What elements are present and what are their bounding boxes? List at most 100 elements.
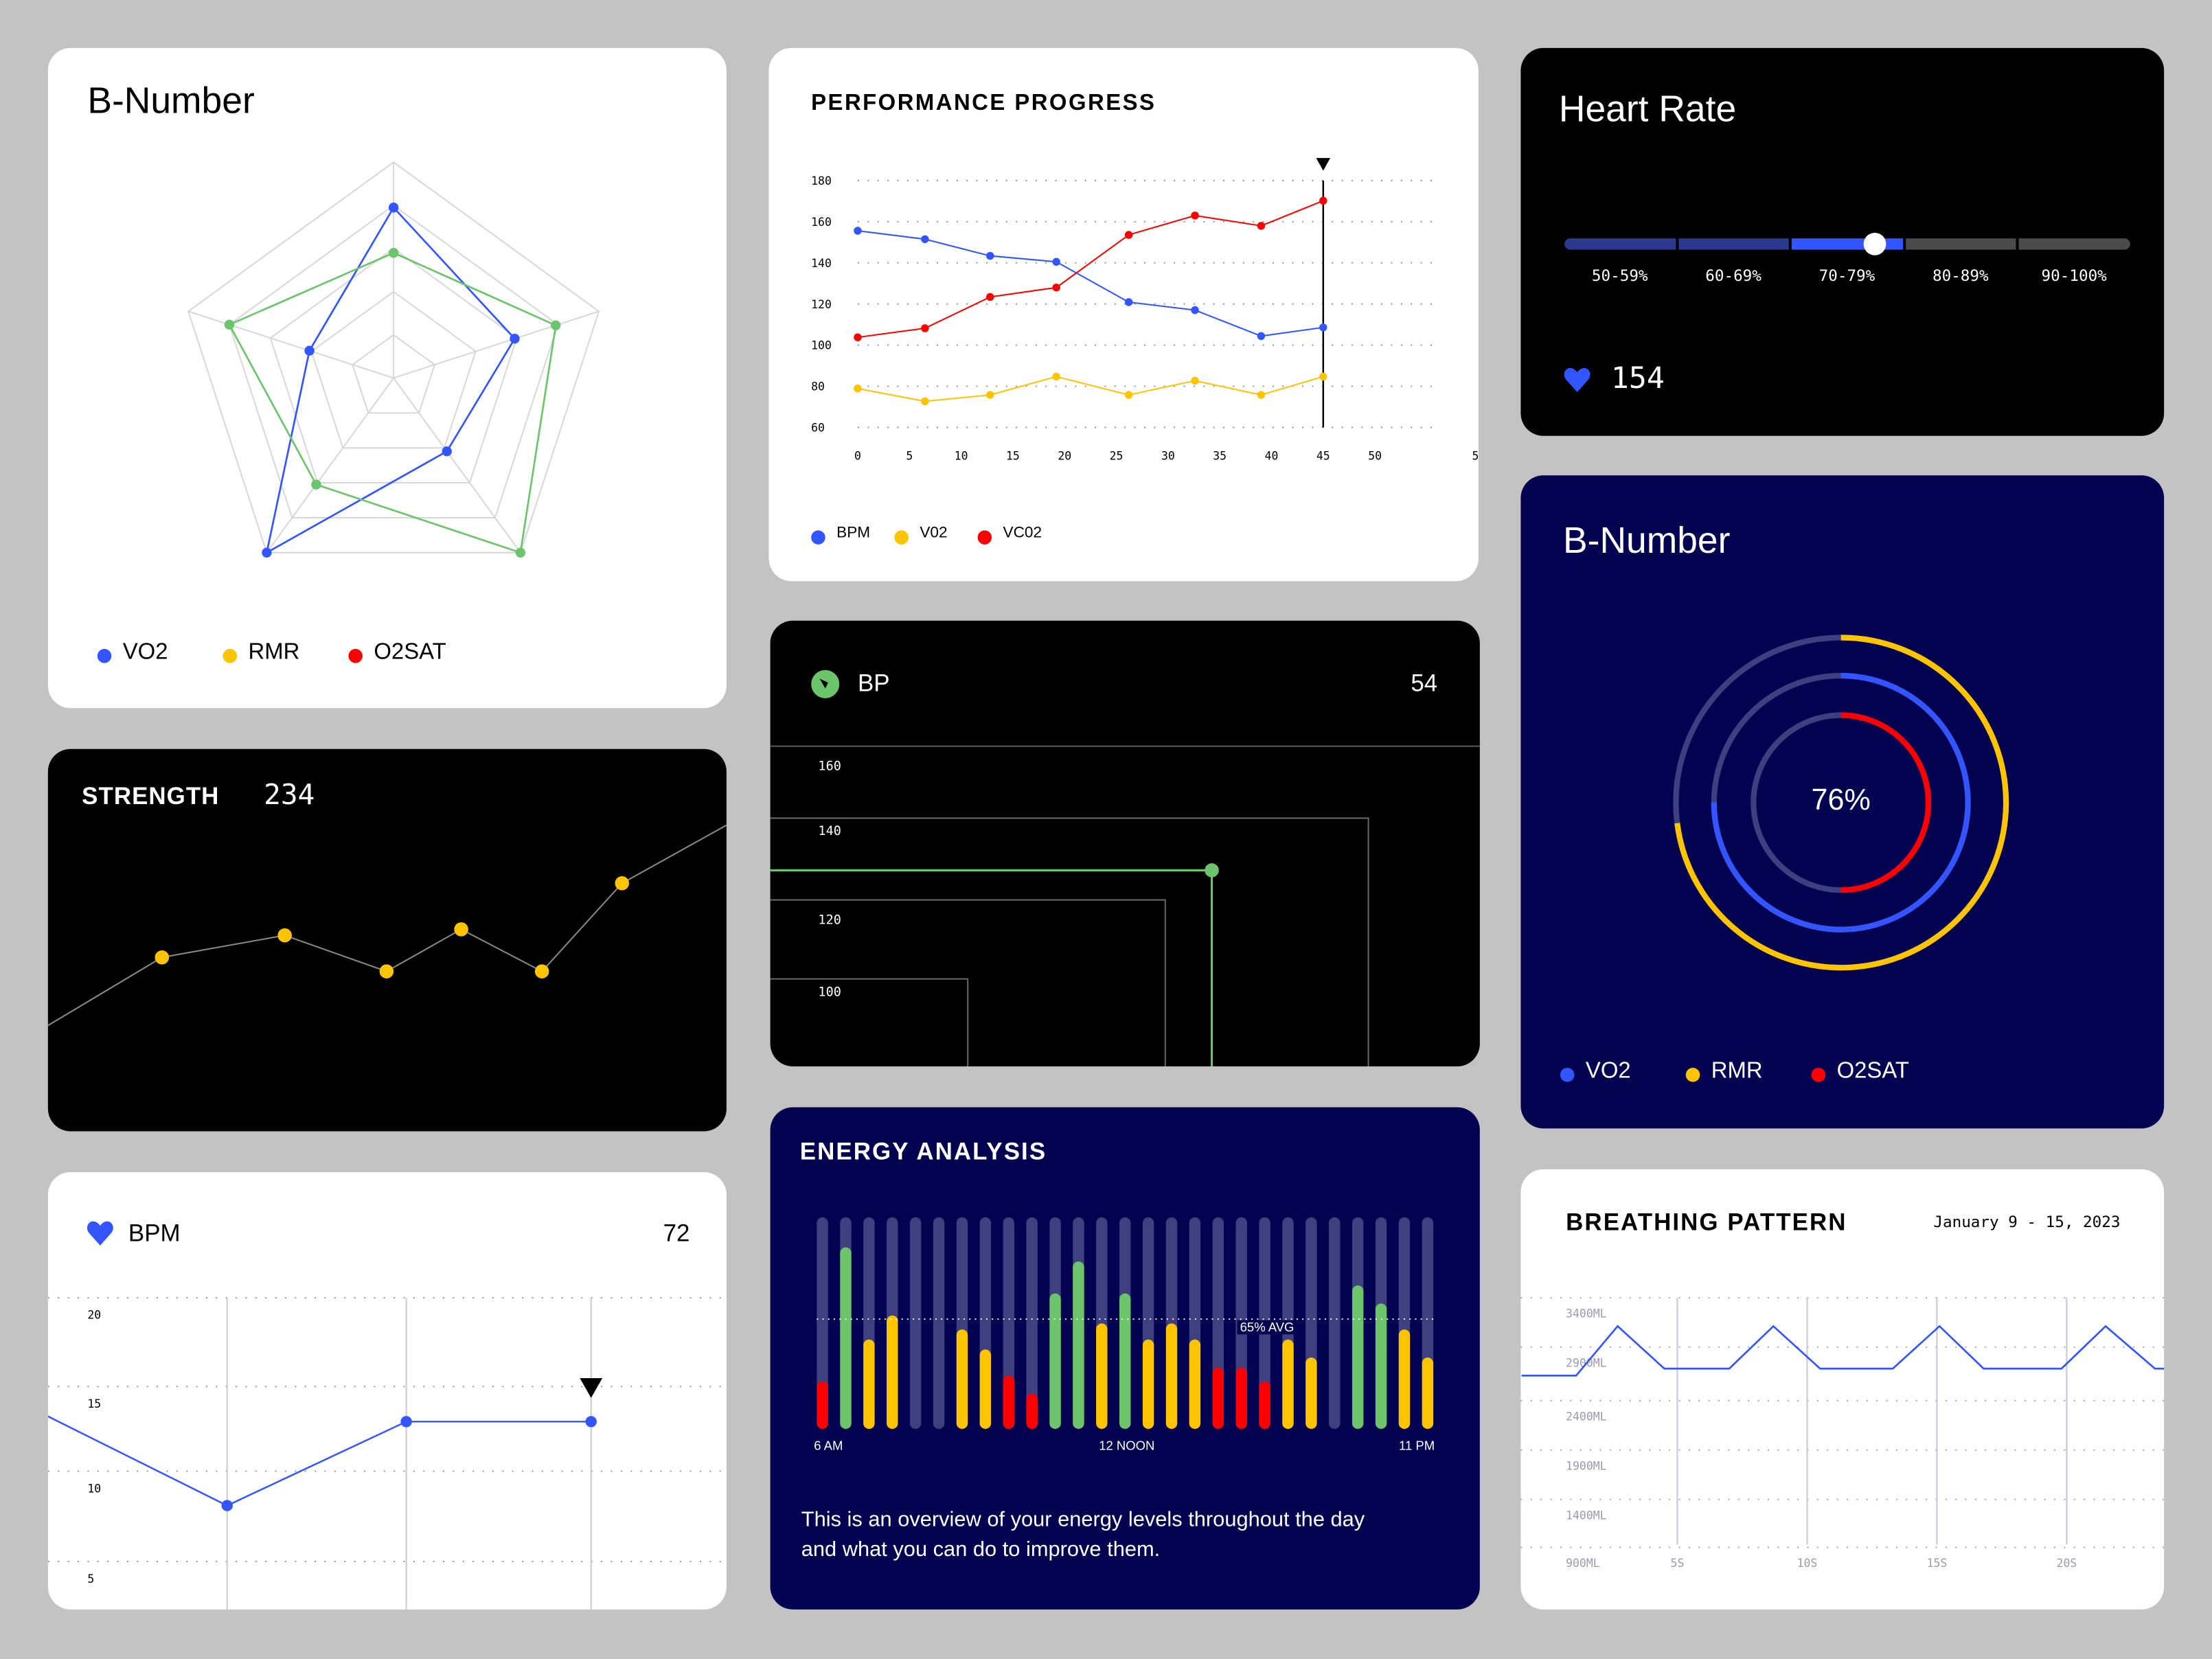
y-tick: 20 [87,1309,101,1322]
y-tick: 60 [811,422,825,435]
y-tick: 3400ML [1566,1307,1606,1320]
zone-segment[interactable] [2018,238,2130,250]
bp-reading-point[interactable] [1205,863,1219,878]
data-point[interactable] [854,333,862,341]
data-point[interactable] [854,385,862,393]
radar-point[interactable] [262,547,272,558]
data-point[interactable] [1191,376,1199,385]
data-point[interactable] [1257,391,1266,399]
zone-segment[interactable] [1905,238,2016,250]
data-point[interactable] [400,1416,412,1428]
legend-label: O2SAT [1836,1059,1909,1084]
zone-segment[interactable] [1678,238,1789,250]
legend-label: O2SAT [374,640,446,665]
legend-dot-icon [811,530,825,545]
data-point[interactable] [379,964,394,979]
radar-point[interactable] [304,345,315,356]
data-point[interactable] [277,928,292,943]
radar-ring [228,204,559,518]
data-point[interactable] [921,397,929,406]
ring-arc[interactable] [1751,712,1932,893]
x-tick: 50 [1368,450,1382,463]
x-tick: 15 [1006,450,1020,463]
radar-spoke [266,377,394,553]
x-tick: 0 [854,450,861,463]
data-point[interactable] [854,227,862,235]
marker-triangle-icon[interactable] [1316,158,1331,171]
radar-spoke [393,377,521,553]
x-tick: 20 [1058,450,1071,463]
card-title: BPM [128,1220,181,1247]
data-point[interactable] [986,293,994,301]
legend-dot-icon [223,648,238,663]
zone-label: 60-69% [1705,266,1761,285]
zone-segment[interactable] [1564,238,1676,250]
bp-threshold-line [770,817,1369,1066]
series-line [857,200,1324,339]
data-point[interactable] [1319,323,1327,332]
radar-point[interactable] [311,479,321,490]
y-tick: 1400ML [1566,1509,1606,1522]
ring-arc[interactable] [1673,634,2009,971]
y-tick: 10 [87,1482,101,1495]
data-point[interactable] [986,391,994,399]
marker-triangle-icon[interactable] [580,1377,603,1398]
card-title: BP [857,670,890,697]
bp-card: BP 54 160 140 120 100 [770,620,1480,1066]
data-point[interactable] [1052,283,1060,292]
radar-series [228,251,557,554]
data-point[interactable] [1319,372,1327,381]
data-point[interactable] [615,876,630,891]
card-title: STRENGTH [82,783,220,810]
data-point[interactable] [986,251,994,260]
data-point[interactable] [534,964,549,979]
data-point[interactable] [585,1416,597,1428]
radar-point[interactable] [442,446,452,457]
data-point[interactable] [1124,231,1133,239]
data-point[interactable] [1191,211,1199,220]
radar-point[interactable] [388,248,399,258]
radar-ring [187,161,600,553]
data-point[interactable] [1052,372,1060,381]
heart-icon [1564,367,1590,393]
energy-description: This is an overview of your energy level… [801,1507,1365,1561]
data-point[interactable] [921,324,929,332]
data-point[interactable] [1124,298,1133,306]
x-label: 6 AM [814,1439,843,1453]
data-point[interactable] [1257,222,1266,230]
x-tick: 30 [1161,450,1175,463]
slider-knob[interactable] [1863,232,1886,255]
energy-card: ENERGY ANALYSIS 65% AVG 6 AM 12 NOON 11 … [770,1107,1480,1610]
data-point[interactable] [1124,391,1133,399]
date-range[interactable]: January 9 - 15, 2023 [1933,1213,2121,1232]
y-tick: 140 [811,257,832,270]
heart-rate-card: Heart Rate 50-59% 60-69% 70-79% 80-89% 90-10… [1520,47,2165,436]
legend-dot-icon [1811,1067,1826,1082]
data-point[interactable] [1052,258,1060,266]
data-point[interactable] [221,1500,233,1511]
data-point[interactable] [1191,306,1199,314]
zone-label: 50-59% [1591,266,1648,285]
legend-label: VO2 [122,640,168,665]
radar-point[interactable] [515,547,526,558]
y-tick: 160 [818,760,841,775]
data-point[interactable] [1257,332,1266,341]
performance-chart: 180 160 140 120 100 80 60 0 5 10 15 20 25 30 35 40 45 50 5… [811,158,1479,463]
data-point[interactable] [454,922,468,937]
legend-label: RMR [248,640,300,665]
legend-dot-icon [97,648,112,663]
data-point[interactable] [1319,196,1327,205]
x-tick: 50 [1472,450,1479,463]
ring-arc[interactable] [1711,672,1971,933]
radar-point[interactable] [551,320,561,330]
y-tick: 160 [811,216,832,229]
data-point[interactable] [921,235,929,244]
gauge-icon [811,670,840,698]
donut-center-label: 76% [1811,784,1871,817]
radar-point[interactable] [224,319,235,330]
legend-dot-icon [977,530,992,545]
data-point[interactable] [155,950,170,965]
radar-point[interactable] [388,203,399,213]
radar-point[interactable] [510,334,520,344]
radar-ring [352,334,436,414]
